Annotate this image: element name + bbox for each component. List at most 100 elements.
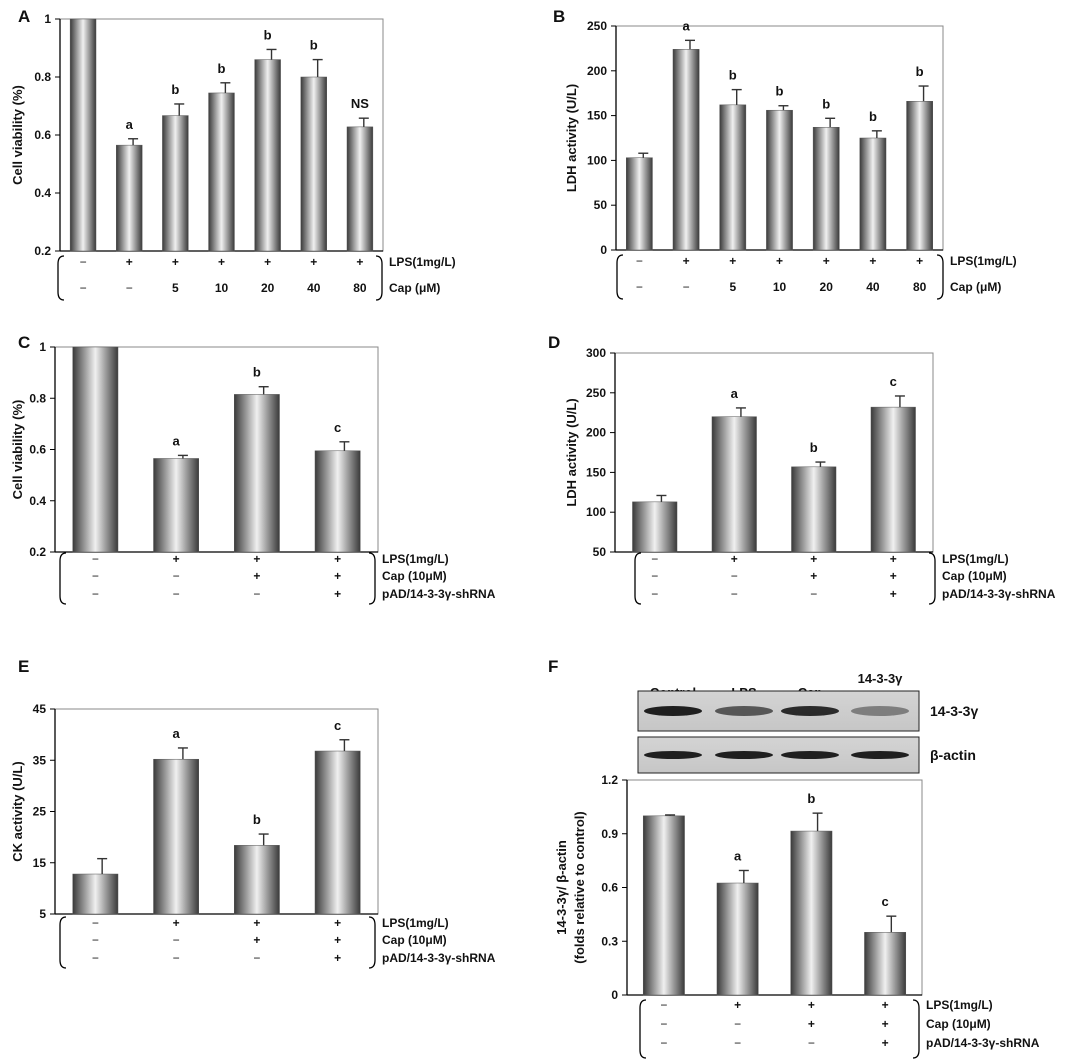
bar <box>234 845 280 915</box>
treatment-mark: − <box>660 1017 667 1031</box>
treatment-mark: − <box>92 933 99 947</box>
treatment-mark: − <box>92 552 99 566</box>
blot-band <box>644 751 702 759</box>
y-tick-label: 0.2 <box>29 545 46 559</box>
significance-letter: b <box>869 109 877 124</box>
blot-lane-label: 14-3-3γ <box>858 671 904 686</box>
significance-letter: b <box>916 64 924 79</box>
y-tick-label: 0.3 <box>601 934 618 948</box>
panel-letter: B <box>553 7 565 26</box>
significance-letter: b <box>822 96 830 111</box>
significance-letter: c <box>334 718 341 733</box>
treatment-mark: + <box>334 552 341 566</box>
treatment-mark: + <box>310 255 317 269</box>
blot-band <box>781 751 839 759</box>
bracket-left <box>634 552 642 605</box>
y-tick-label: 5 <box>39 907 46 921</box>
treatment-mark: + <box>808 998 815 1012</box>
treatment-mark: − <box>660 998 667 1012</box>
treatment-mark: − <box>636 280 643 294</box>
treatment-mark: + <box>253 569 260 583</box>
bar <box>300 76 327 252</box>
bracket-right <box>375 255 383 301</box>
treatment-mark: + <box>126 255 133 269</box>
bracket-right <box>368 916 376 969</box>
blot-band <box>715 751 773 759</box>
treatment-mark: + <box>810 552 817 566</box>
treatment-mark: − <box>810 587 817 601</box>
bracket-left <box>639 999 647 1059</box>
panel-E: E 5 15 25 35 45 CK activity (U/L) a b c − + + + LPS(1m… <box>10 657 496 969</box>
treatment-mark: + <box>172 255 179 269</box>
bar <box>906 101 933 251</box>
significance-letter: b <box>729 68 737 83</box>
bar <box>153 758 199 915</box>
treatment-label: Cap (10μM) <box>926 1017 991 1031</box>
panel-A: A 0.2 0.4 0.6 0.8 1 Cell viability (%) a b b b b NS −… <box>10 7 456 301</box>
y-axis-label: Cell viability (%) <box>10 85 25 185</box>
treatment-mark: − <box>683 280 690 294</box>
treatment-mark: − <box>636 254 643 268</box>
y-tick-label: 0.6 <box>34 128 51 142</box>
blot-band <box>851 706 909 716</box>
treatment-mark: 20 <box>820 280 834 294</box>
treatment-mark: + <box>218 255 225 269</box>
y-tick-label: 25 <box>33 805 47 819</box>
treatment-mark: − <box>253 951 260 965</box>
blot-band <box>644 706 702 716</box>
panel-F: F 0 0.3 0.6 0.9 1.2 14-3-3γ/ β-actin (folds rel… <box>548 657 1040 1059</box>
treatment-mark: + <box>823 254 830 268</box>
y-tick-label: 150 <box>587 109 607 123</box>
panel-letter: E <box>18 657 29 676</box>
significance-letter: b <box>264 27 272 42</box>
treatment-mark: + <box>253 933 260 947</box>
y-tick-label: 50 <box>593 545 607 559</box>
y-tick-label: 250 <box>587 19 607 33</box>
treatment-mark: + <box>334 587 341 601</box>
y-axis-label: 14-3-3γ/ β-actin <box>554 840 569 935</box>
treatment-label: LPS(1mg/L) <box>942 552 1009 566</box>
y-axis-label: CK activity (U/L) <box>10 761 25 861</box>
treatment-mark: + <box>173 916 180 930</box>
panel-letter: C <box>18 333 30 352</box>
bar <box>812 126 840 251</box>
treatment-label: Cap (μM) <box>389 281 440 295</box>
panel-D: D 50 100 150 200 250 300 LDH activity (U/L) a b c −… <box>548 333 1056 605</box>
treatment-label: pAD/14-3-3γ-shRNA <box>382 587 496 601</box>
treatment-mark: + <box>683 254 690 268</box>
significance-letter: a <box>126 117 134 132</box>
bar <box>642 815 685 996</box>
treatment-mark: − <box>173 951 180 965</box>
bar <box>672 49 700 251</box>
y-tick-label: 300 <box>586 346 606 360</box>
bracket-right <box>936 254 944 300</box>
y-tick-label: 100 <box>586 505 606 519</box>
significance-letter: a <box>173 433 181 448</box>
y-tick-label: 200 <box>586 426 606 440</box>
treatment-mark: 40 <box>866 280 880 294</box>
treatment-mark: + <box>731 552 738 566</box>
bar <box>859 137 887 251</box>
treatment-mark: + <box>253 552 260 566</box>
bracket-right <box>912 999 920 1059</box>
bar <box>766 109 793 251</box>
bar <box>314 750 361 915</box>
treatment-label: Cap (10μM) <box>942 569 1007 583</box>
y-tick-label: 1 <box>39 340 46 354</box>
bracket-left <box>57 255 65 301</box>
treatment-label: pAD/14-3-3γ-shRNA <box>382 951 496 965</box>
treatment-mark: − <box>80 281 87 295</box>
significance-letter: b <box>310 38 318 53</box>
bar <box>626 157 653 251</box>
y-tick-label: 35 <box>33 753 47 767</box>
bar <box>208 92 235 252</box>
treatment-mark: + <box>890 569 897 583</box>
significance-letter: b <box>253 365 261 380</box>
y-tick-label: 0.4 <box>34 186 51 200</box>
treatment-label: Cap (10μM) <box>382 933 447 947</box>
treatment-mark: + <box>810 569 817 583</box>
y-tick-label: 0.8 <box>29 391 46 405</box>
significance-letter: b <box>807 791 815 806</box>
y-tick-label: 50 <box>594 198 608 212</box>
